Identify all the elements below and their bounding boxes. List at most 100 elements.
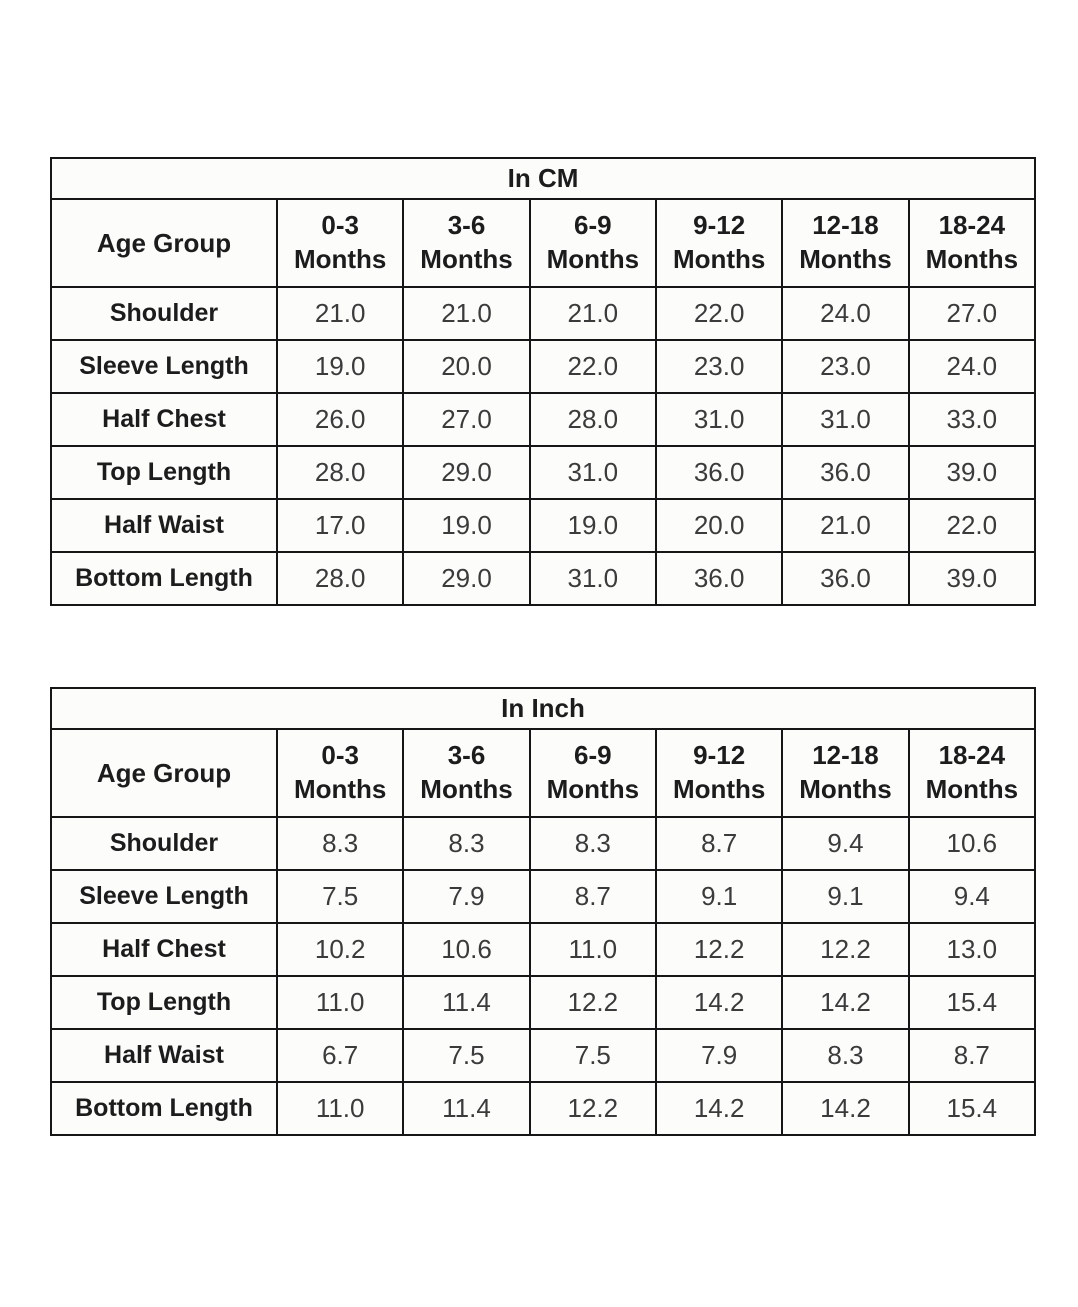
measurement-value: 20.0 bbox=[654, 498, 784, 553]
measurement-value: 21.0 bbox=[781, 498, 910, 553]
column-header: 6-9 Months bbox=[528, 728, 657, 818]
table-row: Sleeve Length 19.0 20.0 22.0 23.0 23.0 24.0 bbox=[50, 339, 1037, 394]
measurement-label: Top Length bbox=[50, 975, 278, 1030]
cm-size-table: In CM Age Group 0-3 Months 3-6 Months 6-9 Mo… bbox=[50, 157, 1037, 606]
measurement-value: 7.5 bbox=[402, 1028, 531, 1083]
column-header: 18-24 Months bbox=[907, 728, 1037, 818]
table-row: Sleeve Length 7.5 7.9 8.7 9.1 9.1 9.4 bbox=[50, 869, 1037, 924]
measurement-value: 10.6 bbox=[907, 816, 1037, 871]
measurement-value: 29.0 bbox=[402, 551, 531, 606]
column-header: 3-6 Months bbox=[402, 728, 531, 818]
measurement-value: 22.0 bbox=[528, 339, 657, 394]
measurement-value: 21.0 bbox=[402, 286, 531, 341]
measurement-value: 9.1 bbox=[654, 869, 784, 924]
measurement-value: 12.2 bbox=[654, 922, 784, 977]
measurement-value: 7.9 bbox=[654, 1028, 784, 1083]
measurement-value: 8.3 bbox=[275, 816, 405, 871]
measurement-value: 36.0 bbox=[654, 445, 784, 500]
measurement-value: 21.0 bbox=[275, 286, 405, 341]
measurement-value: 22.0 bbox=[907, 498, 1037, 553]
measurement-label: Sleeve Length bbox=[50, 339, 278, 394]
measurement-label: Half Waist bbox=[50, 1028, 278, 1083]
measurement-value: 10.6 bbox=[402, 922, 531, 977]
measurement-value: 9.4 bbox=[781, 816, 910, 871]
measurement-label: Top Length bbox=[50, 445, 278, 500]
measurement-value: 7.5 bbox=[275, 869, 405, 924]
measurement-value: 28.0 bbox=[528, 392, 657, 447]
column-header: 9-12 Months bbox=[654, 728, 784, 818]
table-row: Bottom Length 28.0 29.0 31.0 36.0 36.0 39.0 bbox=[50, 551, 1037, 606]
measurement-value: 8.7 bbox=[654, 816, 784, 871]
measurement-value: 7.5 bbox=[528, 1028, 657, 1083]
measurement-label: Half Waist bbox=[50, 498, 278, 553]
measurement-value: 27.0 bbox=[907, 286, 1037, 341]
age-group-header: Age Group bbox=[50, 728, 278, 818]
measurement-value: 28.0 bbox=[275, 445, 405, 500]
measurement-value: 8.3 bbox=[528, 816, 657, 871]
measurement-value: 14.2 bbox=[781, 1081, 910, 1136]
measurement-value: 11.0 bbox=[528, 922, 657, 977]
measurement-value: 11.0 bbox=[275, 975, 405, 1030]
table-title: In CM bbox=[50, 157, 1036, 200]
measurement-value: 8.3 bbox=[402, 816, 531, 871]
table-row: Half Waist 17.0 19.0 19.0 20.0 21.0 22.0 bbox=[50, 498, 1037, 553]
measurement-value: 12.2 bbox=[528, 1081, 657, 1136]
measurement-value: 36.0 bbox=[781, 445, 910, 500]
measurement-value: 26.0 bbox=[275, 392, 405, 447]
measurement-value: 24.0 bbox=[781, 286, 910, 341]
column-header: 3-6 Months bbox=[402, 198, 531, 288]
measurement-value: 33.0 bbox=[907, 392, 1037, 447]
measurement-label: Shoulder bbox=[50, 816, 278, 871]
measurement-value: 15.4 bbox=[907, 1081, 1037, 1136]
measurement-value: 29.0 bbox=[402, 445, 531, 500]
measurement-value: 24.0 bbox=[907, 339, 1037, 394]
measurement-value: 27.0 bbox=[402, 392, 531, 447]
measurement-value: 8.7 bbox=[907, 1028, 1037, 1083]
measurement-value: 7.9 bbox=[402, 869, 531, 924]
column-header: 0-3 Months bbox=[275, 198, 405, 288]
measurement-value: 36.0 bbox=[781, 551, 910, 606]
table-row: Half Waist 6.7 7.5 7.5 7.9 8.3 8.7 bbox=[50, 1028, 1037, 1083]
table-row: Top Length 28.0 29.0 31.0 36.0 36.0 39.0 bbox=[50, 445, 1037, 500]
measurement-value: 17.0 bbox=[275, 498, 405, 553]
measurement-value: 9.1 bbox=[781, 869, 910, 924]
measurement-value: 31.0 bbox=[528, 551, 657, 606]
measurement-value: 20.0 bbox=[402, 339, 531, 394]
measurement-value: 14.2 bbox=[781, 975, 910, 1030]
measurement-value: 23.0 bbox=[781, 339, 910, 394]
measurement-label: Bottom Length bbox=[50, 1081, 278, 1136]
measurement-value: 19.0 bbox=[528, 498, 657, 553]
measurement-value: 13.0 bbox=[907, 922, 1037, 977]
measurement-value: 22.0 bbox=[654, 286, 784, 341]
measurement-value: 11.0 bbox=[275, 1081, 405, 1136]
measurement-value: 14.2 bbox=[654, 975, 784, 1030]
age-group-header: Age Group bbox=[50, 198, 278, 288]
measurement-value: 12.2 bbox=[528, 975, 657, 1030]
measurement-label: Half Chest bbox=[50, 392, 278, 447]
column-header: 18-24 Months bbox=[907, 198, 1037, 288]
column-header: 0-3 Months bbox=[275, 728, 405, 818]
column-header: 12-18 Months bbox=[781, 728, 910, 818]
measurement-value: 39.0 bbox=[907, 551, 1037, 606]
measurement-value: 19.0 bbox=[402, 498, 531, 553]
measurement-value: 11.4 bbox=[402, 1081, 531, 1136]
measurement-value: 31.0 bbox=[528, 445, 657, 500]
column-header: 6-9 Months bbox=[528, 198, 657, 288]
measurement-value: 39.0 bbox=[907, 445, 1037, 500]
measurement-value: 28.0 bbox=[275, 551, 405, 606]
table-row: Bottom Length 11.0 11.4 12.2 14.2 14.2 15.4 bbox=[50, 1081, 1037, 1136]
measurement-value: 9.4 bbox=[907, 869, 1037, 924]
measurement-value: 14.2 bbox=[654, 1081, 784, 1136]
measurement-value: 36.0 bbox=[654, 551, 784, 606]
measurement-value: 31.0 bbox=[781, 392, 910, 447]
measurement-label: Bottom Length bbox=[50, 551, 278, 606]
measurement-value: 15.4 bbox=[907, 975, 1037, 1030]
measurement-value: 31.0 bbox=[654, 392, 784, 447]
table-row: Half Chest 10.2 10.6 11.0 12.2 12.2 13.0 bbox=[50, 922, 1037, 977]
table-row: Shoulder 8.3 8.3 8.3 8.7 9.4 10.6 bbox=[50, 816, 1037, 871]
measurement-value: 12.2 bbox=[781, 922, 910, 977]
measurement-value: 10.2 bbox=[275, 922, 405, 977]
measurement-value: 19.0 bbox=[275, 339, 405, 394]
table-row: Half Chest 26.0 27.0 28.0 31.0 31.0 33.0 bbox=[50, 392, 1037, 447]
table-row: Top Length 11.0 11.4 12.2 14.2 14.2 15.4 bbox=[50, 975, 1037, 1030]
